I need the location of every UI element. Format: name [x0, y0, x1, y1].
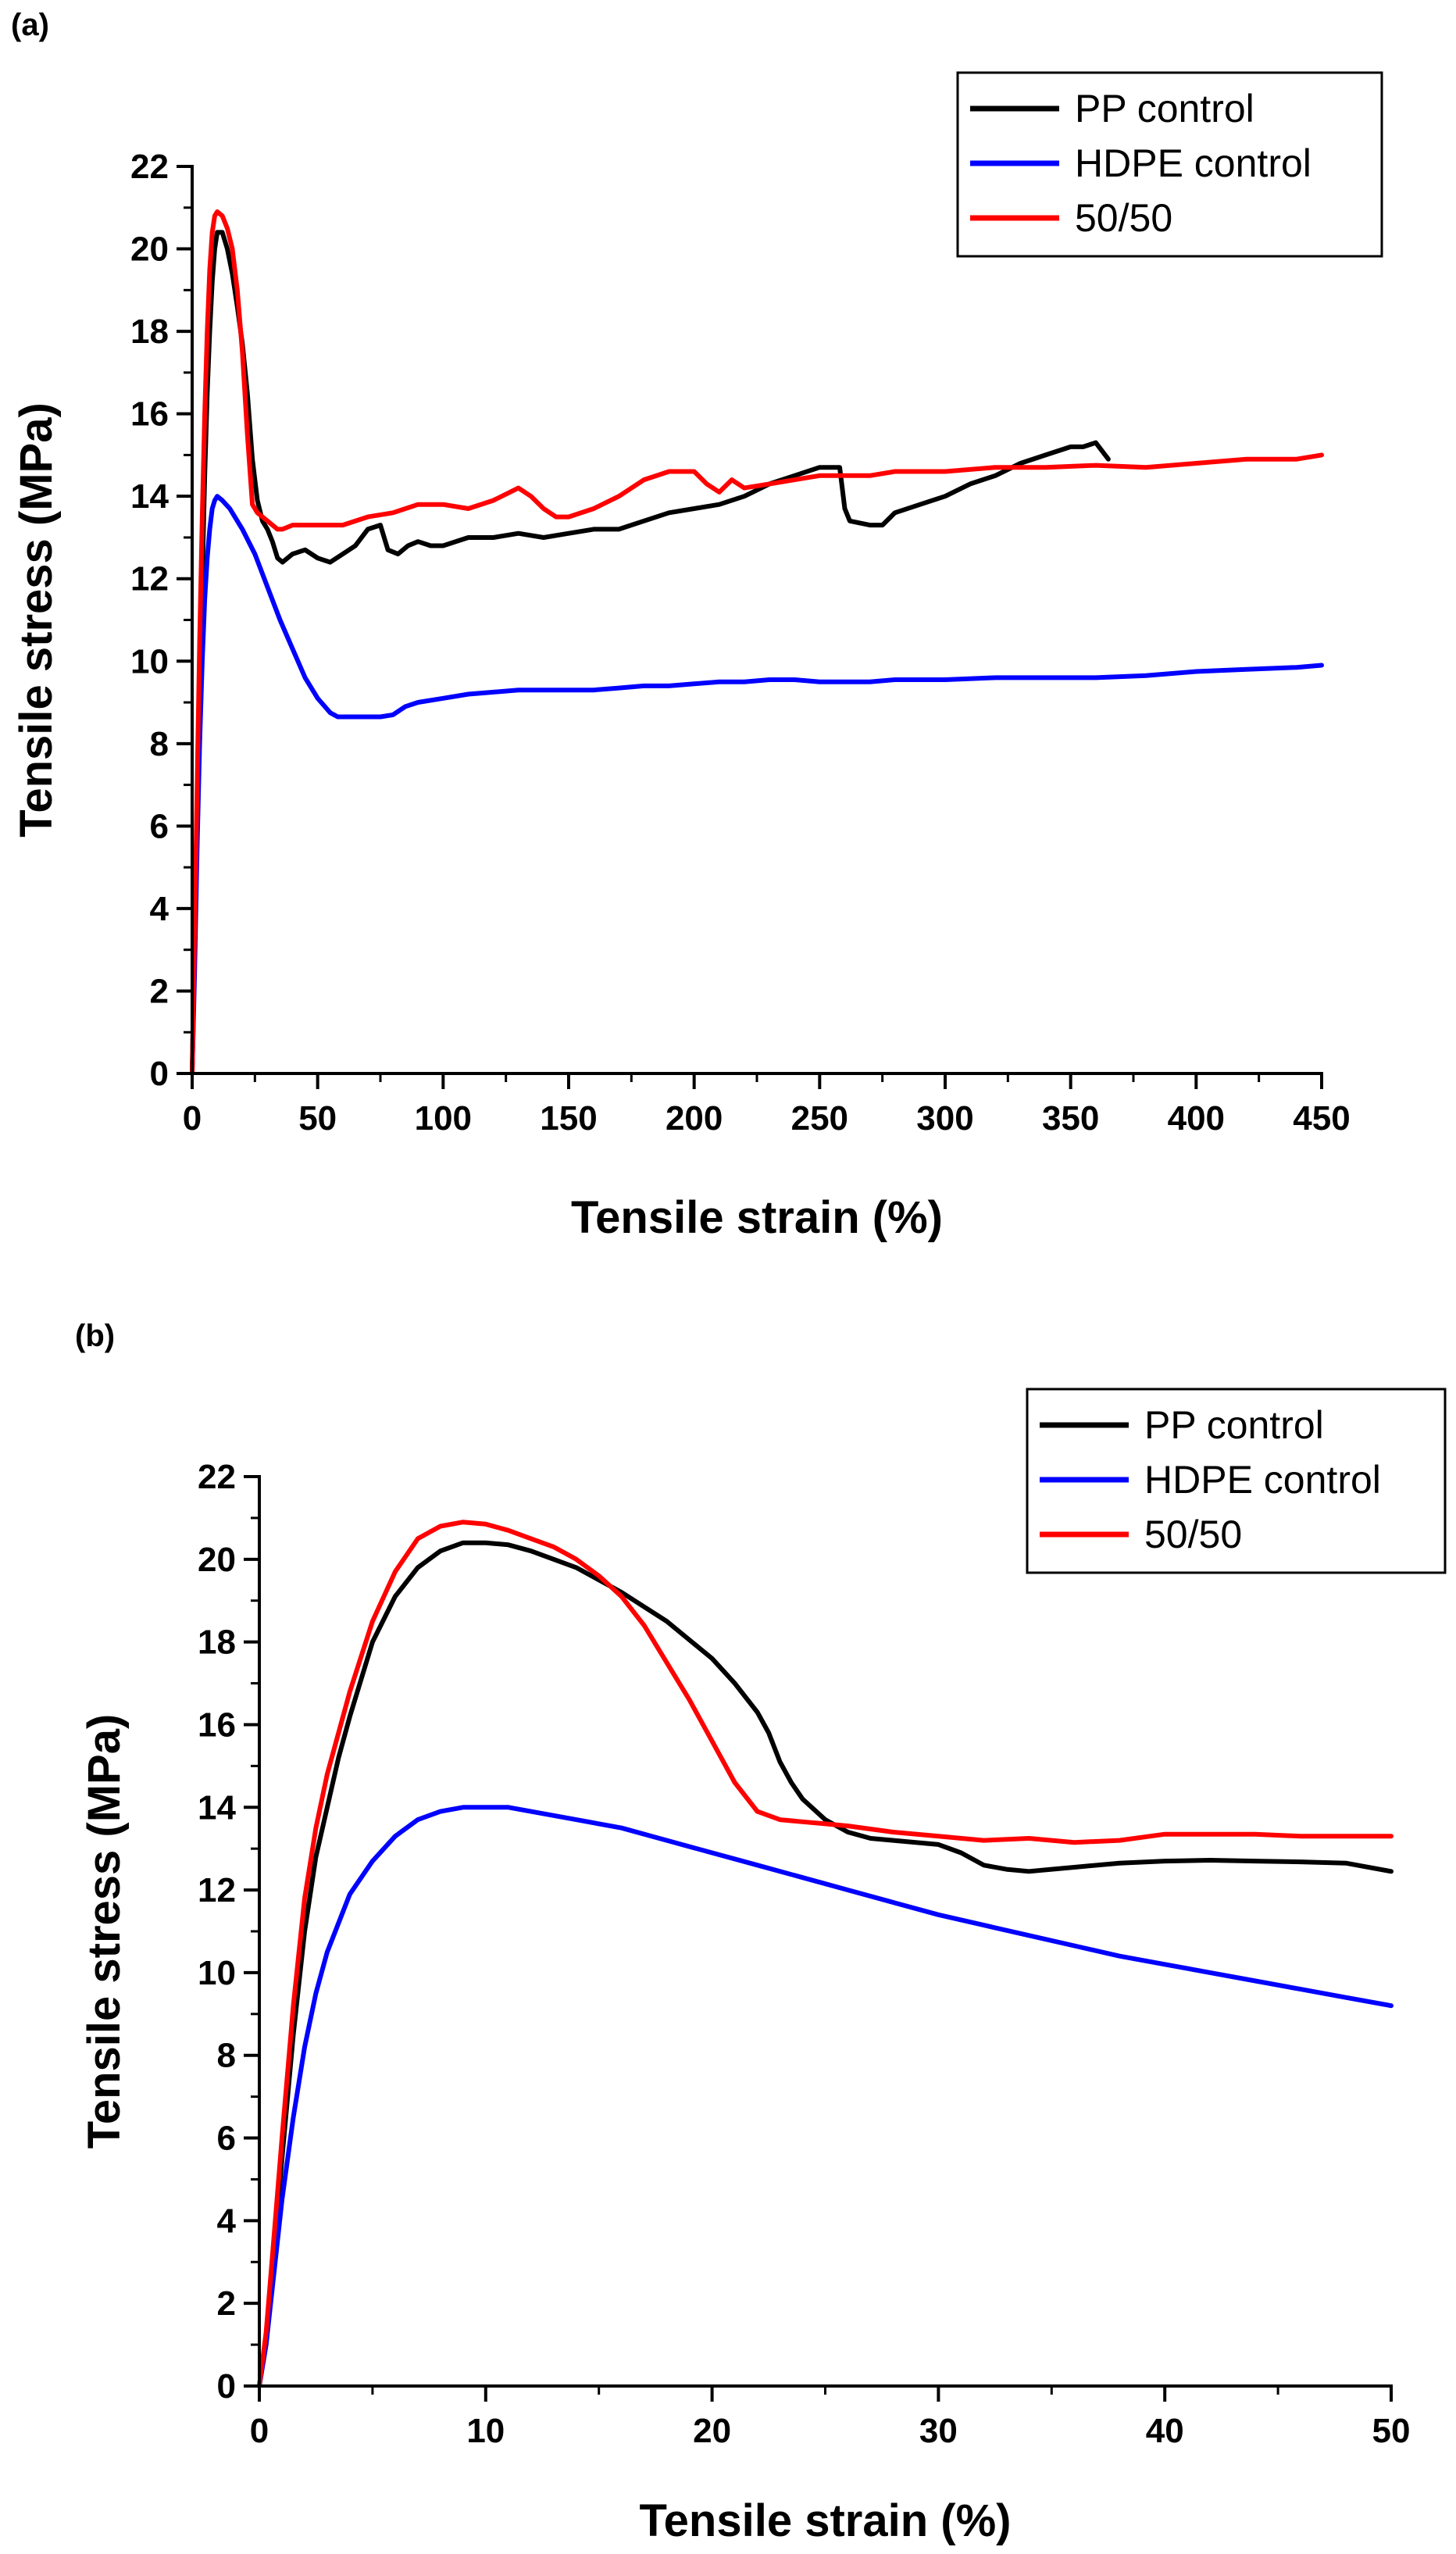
chart-a-series-line-2	[190, 209, 1324, 1076]
chart-b-svg: 0 10 20 30 40 50 0 2 4 6 8 10 12 14 16 18 20 22 Tensile st…	[79, 1388, 1447, 2546]
panel-label-b: (b)	[75, 1319, 116, 1353]
chart-a-y-tick-label: 10	[130, 642, 169, 680]
chart-b-legend-label-2: 50/50	[1144, 1513, 1242, 1556]
chart-a-x-tick-label: 0	[183, 1099, 202, 1138]
chart-a-y-axis-title: Tensile stress (MPa)	[11, 402, 62, 838]
chart-b-x-tick-label: 50	[1372, 2412, 1411, 2450]
chart-b-x-tick-label: 40	[1146, 2412, 1184, 2450]
chart-b-y-tick-label: 16	[198, 1706, 236, 1744]
chart-a-x-tick-label: 150	[540, 1099, 597, 1138]
chart-a-legend-label-0: PP control	[1075, 87, 1254, 130]
chart-a-x-tick-label: 50	[298, 1099, 337, 1138]
chart-b-legend-label-0: PP control	[1144, 1403, 1324, 1447]
chart-a-y-tick-label: 0	[150, 1055, 169, 1093]
chart-b-y-tick-label: 20	[198, 1541, 236, 1579]
chart-a-y-tick-label: 20	[130, 230, 169, 269]
chart-b-y-tick-label: 6	[217, 2120, 236, 2158]
chart-a-y-tick-label: 22	[130, 148, 169, 186]
chart-a-legend-label-1: HDPE control	[1075, 141, 1311, 185]
chart-a-x-tick-label: 450	[1293, 1099, 1350, 1138]
chart-a-y-tick-label: 4	[150, 890, 170, 928]
chart-a-y-tick-label: 18	[130, 313, 169, 351]
chart-b-series-line-2	[257, 1520, 1394, 2388]
chart-a-series-line-1	[190, 494, 1324, 1076]
chart-panel-a: (a) 0 50 100 150 200 250 300 350 400 450 0 2 4 6 8 10 12…	[0, 0, 1456, 1266]
chart-a-y-tick-label: 14	[130, 477, 169, 516]
chart-b-x-tick-label: 20	[693, 2412, 731, 2450]
chart-b-y-tick-label: 14	[198, 1788, 236, 1827]
chart-b-y-tick-label: 12	[198, 1871, 236, 1909]
chart-a-legend-label-2: 50/50	[1075, 196, 1172, 240]
chart-a-series-line-0	[190, 230, 1111, 1076]
chart-a-x-tick-label: 350	[1042, 1099, 1099, 1138]
chart-b-y-axis-title: Tensile stress (MPa)	[79, 1714, 130, 2149]
chart-a-x-tick-label: 250	[791, 1099, 848, 1138]
chart-a-y-tick-label: 12	[130, 560, 169, 598]
chart-a-x-tick-label: 200	[666, 1099, 723, 1138]
chart-a-x-tick-label: 100	[415, 1099, 472, 1138]
panel-label-a: (a)	[11, 8, 49, 42]
chart-b-x-axis-title: Tensile strain (%)	[640, 2495, 1012, 2546]
chart-a-y-tick-label: 2	[150, 972, 169, 1010]
chart-b-x-tick-label: 0	[250, 2412, 269, 2450]
chart-a-x-tick-label: 400	[1168, 1099, 1225, 1138]
chart-b-y-tick-label: 4	[217, 2202, 237, 2240]
chart-a-x-tick-label: 300	[916, 1099, 973, 1138]
chart-b-series-line-0	[257, 1540, 1394, 2388]
chart-b-y-tick-label: 2	[217, 2284, 236, 2323]
chart-panel-b: (b) 0 10 20 30 40 50 0 2 4 6 8 10 12 14 16 18 20 22 Tensil…	[0, 1281, 1456, 2554]
chart-a-y-tick-label: 8	[150, 725, 169, 763]
chart-a-x-axis-title: Tensile strain (%)	[571, 1192, 943, 1243]
chart-b-legend-label-1: HDPE control	[1144, 1458, 1381, 1502]
chart-a-y-tick-label: 16	[130, 395, 169, 434]
chart-b-x-tick-label: 10	[466, 2412, 505, 2450]
chart-b-y-tick-label: 22	[198, 1458, 236, 1496]
chart-a-svg: 0 50 100 150 200 250 300 350 400 450 0 2 4 6 8 10 12 14 16…	[11, 71, 1383, 1243]
chart-b-y-tick-label: 8	[217, 2037, 236, 2075]
chart-b-x-tick-label: 30	[919, 2412, 958, 2450]
chart-b-y-tick-label: 10	[198, 1954, 236, 1992]
chart-a-y-tick-label: 6	[150, 807, 169, 845]
chart-b-y-tick-label: 18	[198, 1623, 236, 1662]
chart-b-y-tick-label: 0	[217, 2367, 236, 2406]
chart-b-series-line-1	[257, 1805, 1394, 2388]
